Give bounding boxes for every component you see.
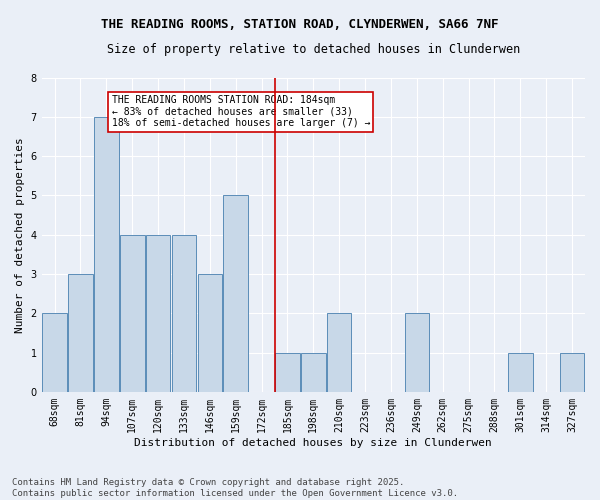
Y-axis label: Number of detached properties: Number of detached properties — [15, 137, 25, 332]
Bar — [223, 196, 248, 392]
Bar — [301, 352, 326, 392]
Bar — [508, 352, 533, 392]
Bar — [146, 234, 170, 392]
Bar — [120, 234, 145, 392]
Text: THE READING ROOMS STATION ROAD: 184sqm
← 83% of detached houses are smaller (33): THE READING ROOMS STATION ROAD: 184sqm ←… — [112, 95, 370, 128]
Bar — [197, 274, 222, 392]
Bar — [560, 352, 584, 392]
Text: THE READING ROOMS, STATION ROAD, CLYNDERWEN, SA66 7NF: THE READING ROOMS, STATION ROAD, CLYNDER… — [101, 18, 499, 30]
Bar — [43, 313, 67, 392]
Bar — [327, 313, 352, 392]
Bar — [94, 117, 119, 392]
Bar — [172, 234, 196, 392]
Text: Contains HM Land Registry data © Crown copyright and database right 2025.
Contai: Contains HM Land Registry data © Crown c… — [12, 478, 458, 498]
Bar — [68, 274, 93, 392]
Bar — [275, 352, 300, 392]
X-axis label: Distribution of detached houses by size in Clunderwen: Distribution of detached houses by size … — [134, 438, 492, 448]
Title: Size of property relative to detached houses in Clunderwen: Size of property relative to detached ho… — [107, 42, 520, 56]
Bar — [404, 313, 429, 392]
